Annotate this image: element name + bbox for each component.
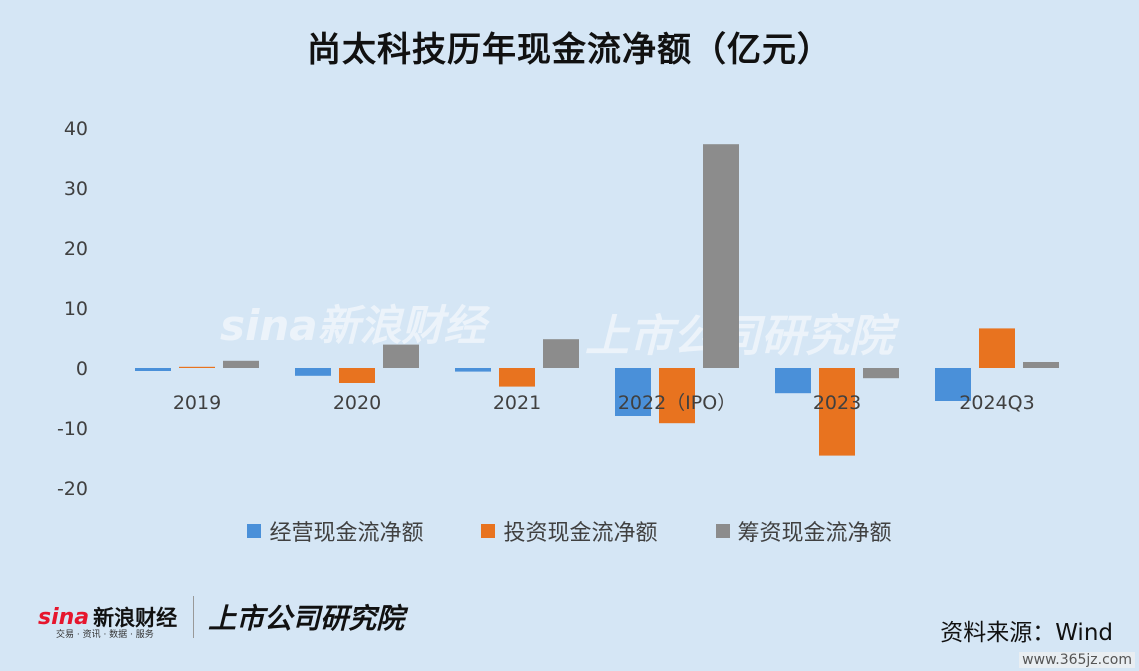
bar-operating (135, 368, 171, 371)
bar-investing (979, 328, 1015, 368)
bar-financing (223, 360, 259, 368)
y-tick-label: 0 (76, 358, 88, 380)
bar-financing (383, 344, 419, 368)
footer-logos: sina 新浪财经 交易 · 资讯 · 数据 · 服务 上市公司研究院 (38, 596, 405, 640)
legend-swatch-operating (247, 524, 262, 538)
legend: 经营现金流净额 投资现金流净额 筹资现金流净额 (0, 515, 1139, 547)
legend-item-investing: 投资现金流净额 (481, 515, 658, 547)
bar-operating (775, 368, 811, 394)
legend-item-financing: 筹资现金流净额 (715, 515, 892, 547)
y-tick-label: 10 (64, 298, 88, 320)
y-tick-label: 30 (64, 178, 88, 200)
legend-swatch-investing (481, 524, 496, 538)
x-category-label: 2023 (813, 392, 861, 414)
sina-subtitle: 交易 · 资讯 · 数据 · 服务 (56, 630, 154, 640)
bar-financing (1023, 362, 1059, 368)
y-tick-label: 40 (64, 118, 88, 140)
bar-financing (703, 144, 739, 368)
sina-name: 新浪财经 (93, 606, 178, 630)
bar-investing (499, 368, 535, 387)
bar-investing (659, 368, 695, 424)
legend-label-investing: 投资现金流净额 (503, 521, 658, 546)
bar-investing (819, 368, 855, 456)
x-category-label: 2024Q3 (959, 392, 1034, 414)
bar-operating (455, 368, 491, 372)
y-tick-label: -20 (57, 478, 88, 500)
legend-item-operating: 经营现金流净额 (247, 515, 423, 547)
bar-financing (863, 368, 899, 379)
bar-operating (295, 368, 331, 376)
x-axis: 2019 2020 2021 2022（IPO） 2023 2024Q3 (173, 392, 1035, 414)
legend-label-operating: 经营现金流净额 (269, 521, 424, 546)
bar-operating (615, 368, 651, 416)
bars-group (135, 144, 1059, 456)
bar-investing (339, 368, 375, 383)
bar-operating (935, 368, 971, 401)
x-category-label: 2020 (333, 392, 381, 414)
legend-swatch-financing (715, 524, 730, 538)
site-watermark: www.365jz.com (1019, 652, 1135, 668)
chart-title: 尚太科技历年现金流净额（亿元） (307, 30, 832, 70)
y-tick-label: 20 (64, 238, 88, 260)
sina-watermark: sina新浪财经 (220, 301, 486, 350)
sina-logo: sina (38, 604, 90, 630)
x-category-label: 2019 (173, 392, 221, 414)
y-axis: 40 30 20 10 0 -10 -20 (57, 118, 88, 500)
bar-financing (543, 339, 579, 368)
y-tick-label: -10 (57, 418, 88, 440)
source-note: 资料来源：Wind (940, 620, 1113, 646)
bar-investing (179, 366, 215, 368)
logo-divider (193, 596, 195, 638)
x-category-label: 2022（IPO） (618, 392, 736, 414)
institute-logo: 上市公司研究院 (208, 602, 405, 635)
legend-label-financing: 筹资现金流净额 (737, 521, 892, 546)
x-category-label: 2021 (493, 392, 541, 414)
